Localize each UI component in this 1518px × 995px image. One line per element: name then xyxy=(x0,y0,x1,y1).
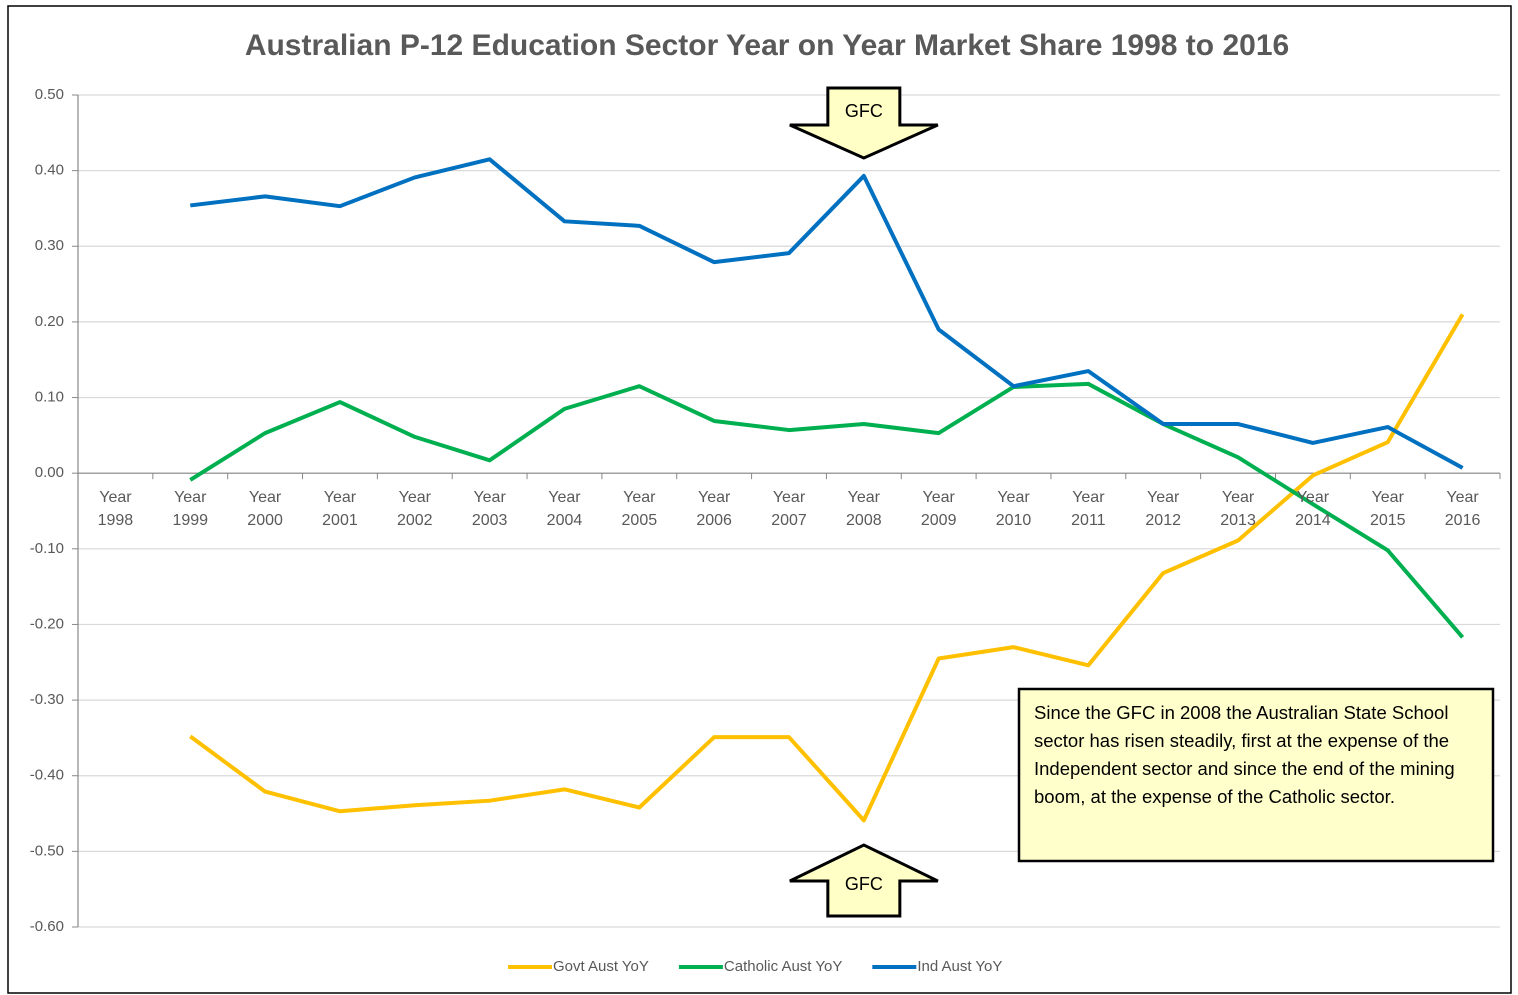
legend-label: Catholic Aust YoY xyxy=(724,958,842,975)
x-tick-label: Year 2003 xyxy=(471,489,508,530)
x-tick-label: Year 2001 xyxy=(322,489,358,530)
chart-border xyxy=(7,5,1512,994)
x-tick-label: Year 2011 xyxy=(1071,489,1106,530)
gfc-arrow-down xyxy=(789,86,939,160)
x-tick-label: Year 2009 xyxy=(920,489,957,530)
note-text: Since the GFC in 2008 the Australian Sta… xyxy=(1034,702,1455,807)
x-tick-label: Year 2016 xyxy=(1444,489,1481,530)
data-line xyxy=(190,157,1464,470)
x-tick-label: Year 2015 xyxy=(1369,489,1406,530)
data-line xyxy=(189,313,1465,823)
note-box xyxy=(1017,687,1495,863)
x-tick-label: Year 2006 xyxy=(696,489,732,530)
x-tick-label: Year 1999 xyxy=(172,489,209,530)
x-tick-label: Year 2005 xyxy=(621,489,658,530)
y-tick-label: -0.50 xyxy=(30,842,64,859)
x-tick-label: Year 2014 xyxy=(1295,489,1331,530)
x-tick-label: Year 2013 xyxy=(1220,489,1256,530)
y-tick-label: -0.60 xyxy=(30,918,64,935)
x-tick-label: Year 2010 xyxy=(995,489,1032,530)
x-tick-label: Year 1998 xyxy=(97,489,134,530)
gfc-arrow-up xyxy=(789,843,939,918)
y-tick-label: -0.20 xyxy=(30,615,64,632)
y-tick-label: -0.40 xyxy=(30,767,64,784)
x-tick-label: Year 2012 xyxy=(1145,489,1181,530)
x-tick-label: Year 2000 xyxy=(247,489,283,530)
chart-title: Australian P-12 Education Sector Year on… xyxy=(245,29,1289,62)
y-tick-label: 0.10 xyxy=(35,389,64,406)
y-tick-label: 0.00 xyxy=(35,464,64,481)
gfc-label: GFC xyxy=(845,101,883,121)
gfc-label: GFC xyxy=(845,874,883,894)
x-tick-label: Year 2004 xyxy=(546,489,583,530)
x-tick-label: Year 2002 xyxy=(396,489,433,530)
data-line xyxy=(189,381,1465,639)
y-tick-label: 0.20 xyxy=(35,313,64,330)
x-tick-label: Year 2008 xyxy=(846,489,882,530)
legend-label: Govt Aust YoY xyxy=(553,958,649,975)
y-tick-label: 0.30 xyxy=(35,237,64,254)
y-tick-label: 0.40 xyxy=(35,162,64,179)
x-tick-label: Year 2007 xyxy=(771,489,807,530)
y-tick-label: 0.50 xyxy=(35,86,64,103)
legend: Govt Aust YoY Catholic Aust YoY Ind Aust Y… xyxy=(508,958,1002,975)
y-tick-label: -0.10 xyxy=(30,540,64,557)
legend-label: Ind Aust YoY xyxy=(917,958,1002,975)
y-tick-label: -0.30 xyxy=(30,691,64,708)
